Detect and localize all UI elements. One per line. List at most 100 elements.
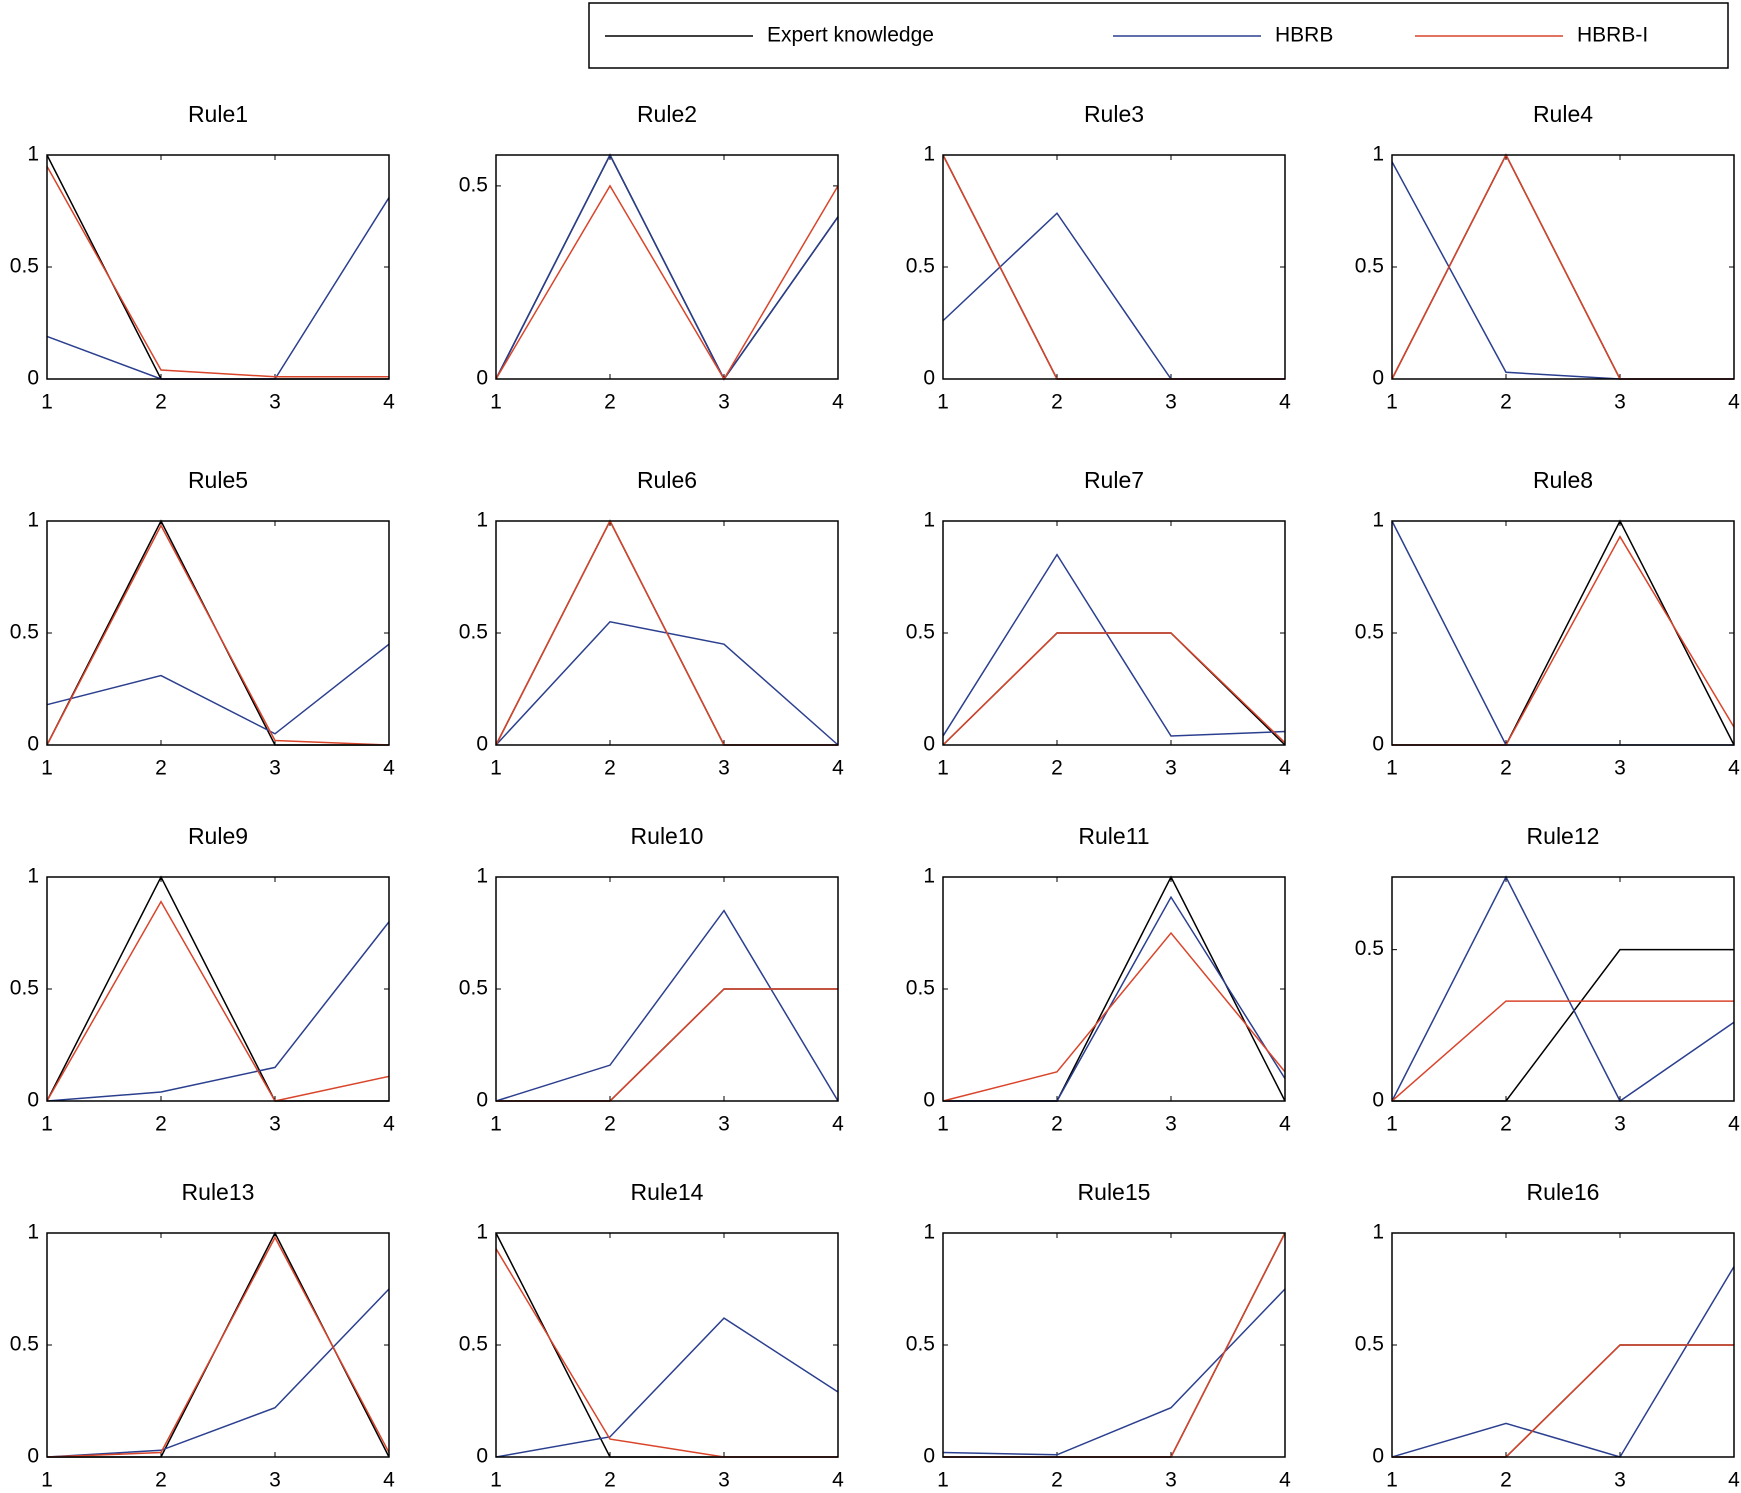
x-tick-label: 4 [1728, 757, 1740, 780]
y-tick-label: 0 [27, 733, 39, 756]
series-line [495, 620, 839, 746]
y-tick-label: 0 [923, 367, 935, 390]
y-tick-label: 0.5 [10, 977, 39, 1000]
y-tick-label: 1 [27, 143, 39, 166]
y-tick-label: 0.5 [906, 1333, 935, 1356]
x-tick-label: 1 [41, 1469, 53, 1492]
x-tick-label: 4 [383, 391, 395, 414]
x-tick-label: 3 [269, 1113, 281, 1136]
x-tick-label: 2 [604, 1113, 616, 1136]
series-line [495, 519, 838, 746]
subplot-title: Rule3 [1084, 101, 1144, 127]
x-tick-label: 1 [41, 757, 53, 780]
axes-frame [495, 520, 839, 746]
x-tick-label: 1 [490, 1113, 502, 1136]
subplot-title: Rule15 [1078, 1179, 1151, 1205]
x-tick-label: 4 [832, 757, 844, 780]
x-tick-label: 1 [937, 757, 949, 780]
x-tick-label: 3 [1165, 391, 1177, 414]
y-tick-label: 0.5 [10, 1333, 39, 1356]
series-line [942, 212, 1285, 380]
x-tick-label: 3 [1614, 1469, 1626, 1492]
x-tick-label: 2 [1500, 757, 1512, 780]
y-tick-label: 1 [923, 1221, 935, 1244]
x-tick-label: 4 [832, 1113, 844, 1136]
subplot-title: Rule13 [182, 1179, 255, 1205]
series-line [46, 1235, 390, 1458]
y-tick-label: 0.5 [906, 255, 935, 278]
x-tick-label: 2 [1500, 391, 1512, 414]
series-line [46, 921, 390, 1102]
x-tick-label: 1 [490, 757, 502, 780]
x-tick-label: 3 [1614, 757, 1626, 780]
series-line [943, 1232, 1286, 1458]
series-line [1391, 1266, 1735, 1458]
y-tick-label: 0 [1372, 367, 1384, 390]
x-tick-label: 1 [937, 1469, 949, 1492]
series-line [1391, 1000, 1734, 1102]
series-line [942, 553, 1286, 737]
series-line [46, 900, 390, 1102]
axes-frame [1391, 154, 1735, 380]
legend-label: HBRB-I [1577, 24, 1648, 47]
x-tick-label: 1 [937, 391, 949, 414]
x-tick-label: 3 [269, 757, 281, 780]
series-line [46, 165, 389, 378]
x-tick-label: 4 [1279, 1469, 1291, 1492]
y-tick-label: 1 [1372, 1221, 1384, 1244]
subplot-title: Rule11 [1078, 823, 1149, 849]
x-tick-label: 3 [1614, 391, 1626, 414]
x-tick-label: 1 [490, 391, 502, 414]
x-tick-label: 3 [718, 1469, 730, 1492]
subplot-title: Rule10 [631, 823, 704, 849]
series-line [942, 154, 1285, 380]
subplot-title: Rule7 [1084, 467, 1144, 493]
y-tick-label: 0.5 [10, 621, 39, 644]
series-line [495, 1232, 838, 1458]
x-tick-label: 3 [1165, 757, 1177, 780]
y-tick-label: 1 [1372, 143, 1384, 166]
series-line [1391, 161, 1734, 380]
x-tick-label: 2 [1051, 1469, 1063, 1492]
series-line [1392, 519, 1735, 746]
subplot-title: Rule14 [631, 1179, 704, 1205]
x-tick-label: 1 [1386, 757, 1398, 780]
series-line [1392, 535, 1735, 746]
y-tick-label: 0.5 [459, 621, 488, 644]
axes-frame [495, 1232, 839, 1458]
x-tick-label: 2 [1500, 1113, 1512, 1136]
x-tick-label: 4 [1279, 757, 1291, 780]
series-line [1391, 875, 1735, 1103]
axes-frame [1391, 1232, 1735, 1458]
y-tick-label: 1 [476, 865, 488, 888]
x-tick-label: 3 [1165, 1113, 1177, 1136]
series-line [46, 197, 390, 380]
x-tick-label: 2 [155, 391, 167, 414]
subplot-title: Rule2 [637, 101, 697, 127]
axes-frame [46, 520, 390, 746]
y-tick-label: 1 [27, 865, 39, 888]
x-tick-label: 1 [1386, 1469, 1398, 1492]
x-tick-label: 1 [937, 1113, 949, 1136]
y-tick-label: 0 [27, 367, 39, 390]
y-tick-label: 0.5 [906, 621, 935, 644]
y-tick-label: 0.5 [1355, 255, 1384, 278]
y-tick-label: 0.5 [459, 977, 488, 1000]
series-line [46, 523, 390, 746]
series-line [495, 153, 839, 381]
axes-frame [1391, 876, 1735, 1102]
subplot-title: Rule5 [188, 467, 248, 493]
series-line [943, 1232, 1286, 1458]
x-tick-label: 2 [604, 391, 616, 414]
series-line [46, 1288, 390, 1458]
x-tick-label: 4 [383, 757, 395, 780]
subplot-title: Rule12 [1527, 823, 1600, 849]
axes-frame [46, 1232, 390, 1458]
x-tick-label: 4 [1728, 1469, 1740, 1492]
y-tick-label: 1 [923, 509, 935, 532]
x-tick-label: 2 [1051, 757, 1063, 780]
y-tick-label: 0 [1372, 733, 1384, 756]
y-tick-label: 0 [476, 1089, 488, 1112]
series-line [495, 1248, 838, 1458]
